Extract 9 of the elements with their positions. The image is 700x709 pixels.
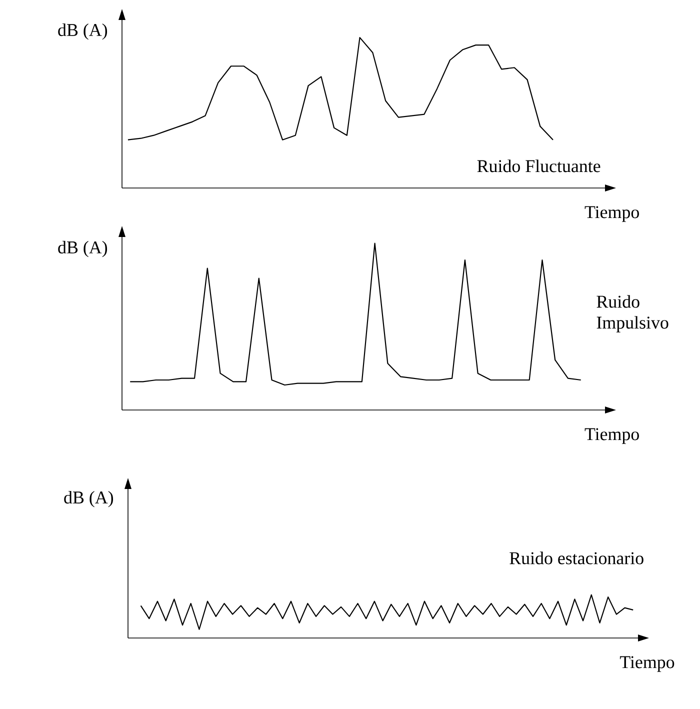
series-label: Ruido Fluctuante <box>477 160 600 172</box>
x-axis-title: Tiempo <box>584 206 639 222</box>
y-axis-title: dB (A) <box>64 490 114 508</box>
x-axis-title: Tiempo <box>620 656 674 672</box>
text: Ruido estacionario <box>510 552 644 564</box>
x-axis-title: Tiempo <box>584 428 639 444</box>
y-axis-title: dB (A) <box>58 23 108 40</box>
y-axis-title: dB (A) <box>58 240 108 258</box>
text: Ruido Impulsivo <box>596 295 668 332</box>
